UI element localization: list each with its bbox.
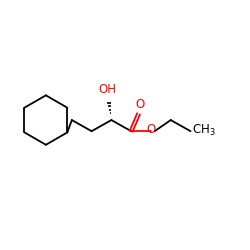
Text: O: O xyxy=(135,98,144,112)
Text: OH: OH xyxy=(99,83,117,96)
Text: CH$_3$: CH$_3$ xyxy=(192,123,216,138)
Text: O: O xyxy=(146,124,156,136)
